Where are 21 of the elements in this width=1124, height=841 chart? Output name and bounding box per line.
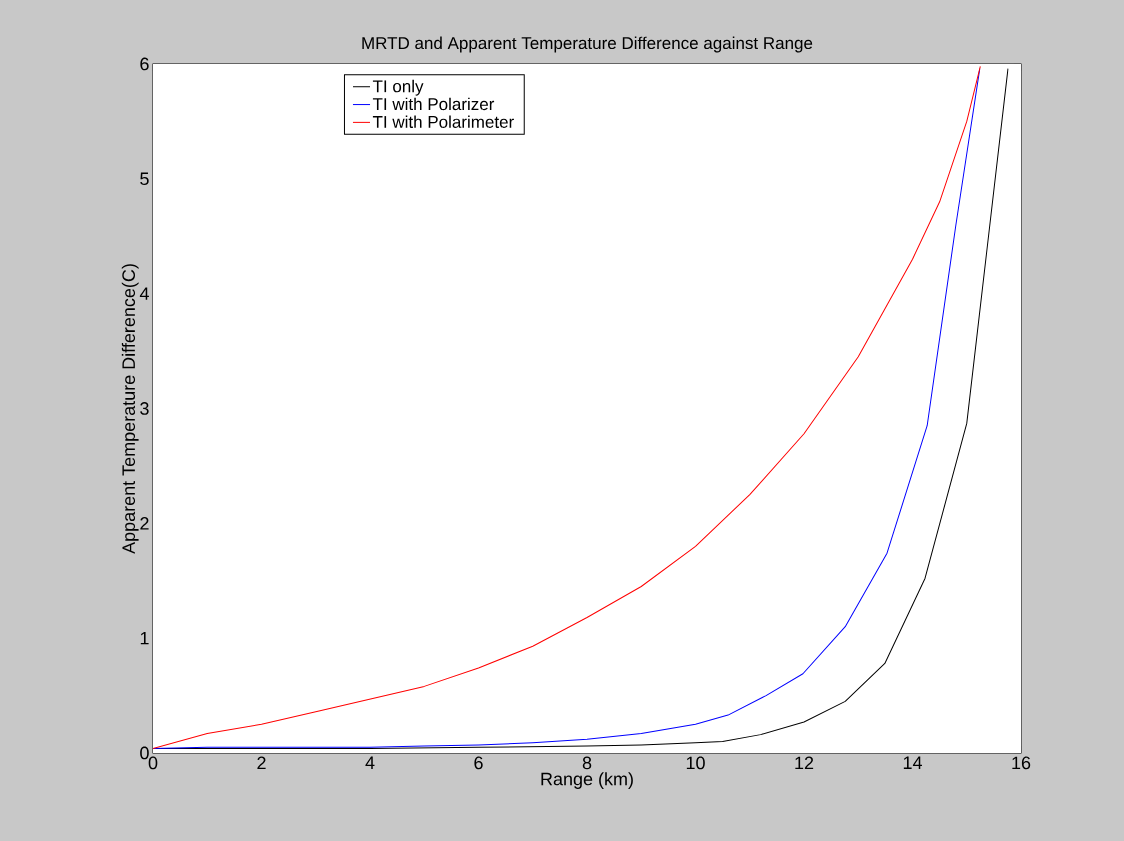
legend-label: TI with Polarizer <box>372 97 495 111</box>
x-axis-title: Range (km) <box>541 772 633 789</box>
x-tick-label: 16 <box>1012 756 1031 770</box>
x-tick-label: 10 <box>686 756 705 770</box>
legend-label: TI only <box>372 79 424 96</box>
x-tick-label: 14 <box>903 756 922 769</box>
x-tick-label: 12 <box>795 756 814 770</box>
y-tick-label: 1 <box>140 631 149 645</box>
y-tick-label: 0 <box>140 746 149 760</box>
y-tick-label: 3 <box>140 402 149 415</box>
x-tick-label: 2 <box>257 756 266 770</box>
y-tick-label: 2 <box>140 517 149 530</box>
y-tick-label: 6 <box>140 57 149 71</box>
x-tick-label: 6 <box>474 756 483 770</box>
y-tick-label: 5 <box>140 172 149 186</box>
chart-title: MRTD and Apparent Temperature Difference against Range <box>362 36 813 53</box>
y-axis-title: Apparent Temperature Difference(C) <box>121 264 139 554</box>
x-tick-label: 8 <box>582 756 592 770</box>
x-tick-label: 4 <box>365 756 375 769</box>
y-tick-label: 4 <box>139 287 149 300</box>
legend-label: TI with Polarimeter <box>372 115 514 128</box>
